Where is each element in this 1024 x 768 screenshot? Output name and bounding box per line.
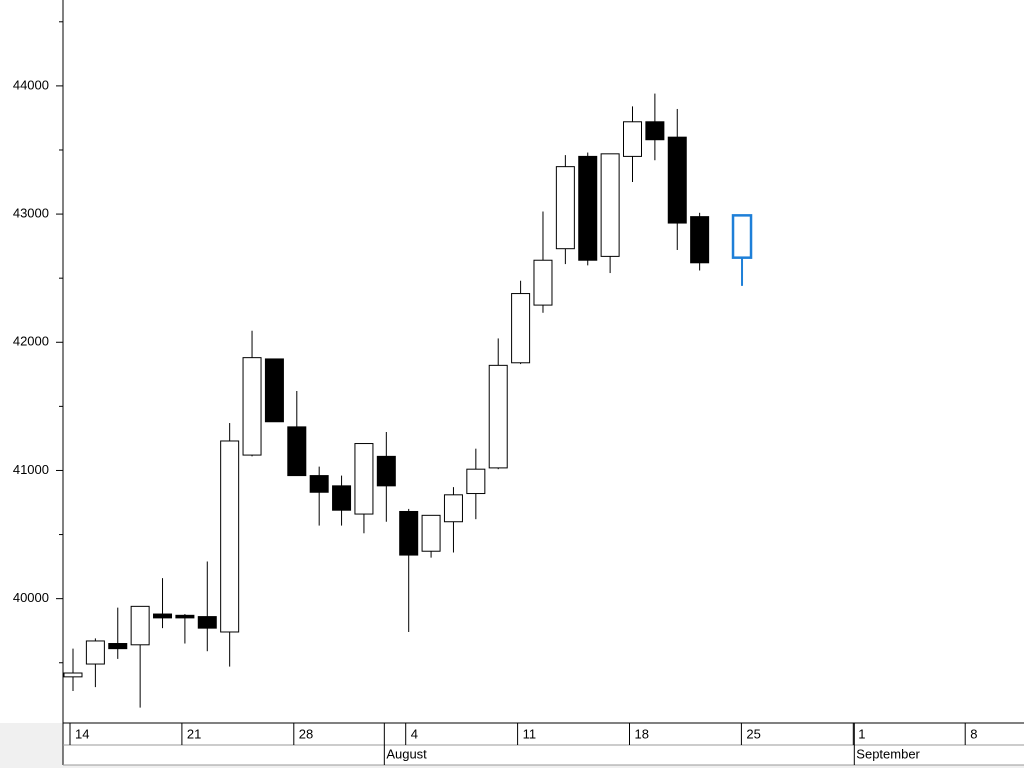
month-label: August xyxy=(386,746,427,761)
candle-body xyxy=(153,613,173,619)
candle-body xyxy=(108,643,128,650)
x-tick-label: 21 xyxy=(187,726,201,741)
candle-body xyxy=(197,616,217,629)
candle-body xyxy=(242,357,262,456)
candle-body xyxy=(667,136,687,224)
candle-body xyxy=(731,214,753,259)
candle-body xyxy=(354,443,374,515)
candle-body xyxy=(488,364,508,469)
y-tick-label: 41000 xyxy=(13,462,49,477)
x-tick-label: 4 xyxy=(411,726,418,741)
candle-body xyxy=(645,121,665,141)
candle-body xyxy=(175,614,195,619)
candle-body xyxy=(555,166,575,250)
candle-body xyxy=(466,468,486,495)
candle-body xyxy=(332,485,352,511)
candle-body xyxy=(623,121,642,157)
y-tick-label: 42000 xyxy=(13,334,49,349)
candle-body xyxy=(264,358,284,423)
candle-body xyxy=(63,672,83,678)
x-tick-label: 1 xyxy=(858,726,865,741)
candle-body xyxy=(578,155,598,261)
x-tick-label: 11 xyxy=(523,726,537,741)
x-tick-label: 28 xyxy=(299,726,313,741)
x-tick-label: 18 xyxy=(635,726,649,741)
x-tick-label: 8 xyxy=(970,726,977,741)
candle-body xyxy=(287,426,307,477)
candle-body xyxy=(399,510,419,556)
candle-body xyxy=(690,216,710,264)
candle-body xyxy=(600,153,620,257)
candle-body xyxy=(309,475,329,493)
month-label: September xyxy=(856,746,920,761)
candle-body xyxy=(376,455,396,487)
y-tick-label: 44000 xyxy=(13,77,49,92)
candle-body xyxy=(85,640,105,665)
y-tick-label: 40000 xyxy=(13,590,49,605)
x-tick-label: 25 xyxy=(746,726,760,741)
y-tick-label: 43000 xyxy=(13,206,49,221)
candle-body xyxy=(421,514,441,552)
candle-body xyxy=(130,605,150,646)
candle-body xyxy=(220,440,240,633)
candle-body xyxy=(443,494,463,523)
candle-body xyxy=(511,293,531,364)
x-tick-label: 14 xyxy=(75,726,89,741)
candle-body xyxy=(533,259,553,306)
x-axis-panel xyxy=(63,723,1024,765)
